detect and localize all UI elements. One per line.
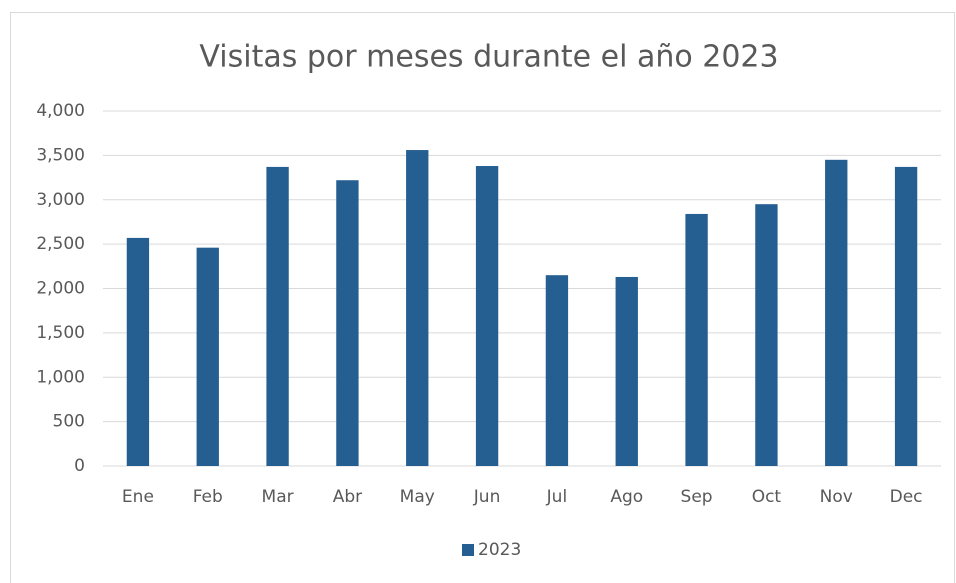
bar [266,166,289,466]
y-tick-label: 1,000 [36,367,85,387]
bar [755,204,778,466]
y-tick-label: 1,500 [36,323,85,343]
x-tick-label: Oct [752,487,782,507]
x-tick-label: Jul [546,487,568,507]
bar [126,237,150,466]
y-tick-label: 3,000 [36,190,85,210]
y-tick-label: 4,000 [36,101,85,121]
bar [545,275,569,466]
chart-title: Visitas por meses durante el año 2023 [199,40,778,75]
y-tick-label: 500 [53,412,85,432]
bar [475,166,499,466]
x-tick-label: May [400,487,435,507]
x-tick-label: Ago [610,487,643,507]
x-tick-label: Ene [122,487,154,507]
x-tick-label: Jun [473,487,501,507]
bar [196,247,219,466]
x-tick-label: Abr [333,487,362,507]
x-tick-label: Feb [193,487,223,507]
legend-label: 2023 [478,540,521,560]
bar [615,276,638,466]
x-tick-label: Dec [890,487,923,507]
legend-swatch [462,544,474,556]
y-tick-label: 2,000 [36,279,85,299]
x-tick-label: Sep [681,487,713,507]
bar [894,166,918,466]
x-tick-label: Nov [820,487,853,507]
y-tick-label: 2,500 [36,234,85,254]
bar [685,213,708,466]
y-tick-label: 0 [74,456,85,476]
bar [825,159,848,466]
bar [406,150,429,467]
x-tick-label: Mar [262,487,294,507]
bar [336,180,359,466]
y-tick-label: 3,500 [36,145,85,165]
